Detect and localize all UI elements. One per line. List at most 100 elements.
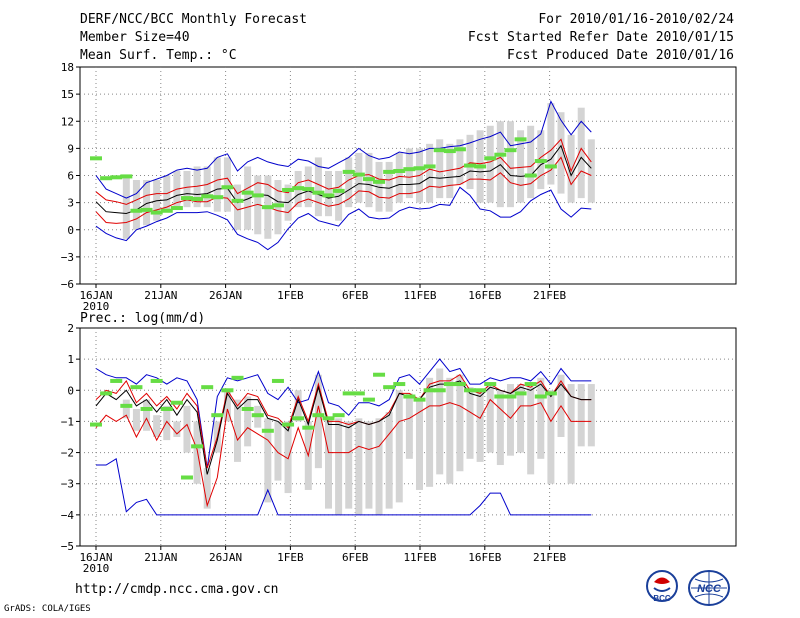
temp-series-max — [95, 100, 592, 199]
prec-observed-mark — [373, 372, 386, 377]
prec-x-tick-label: 11FEB — [403, 551, 436, 564]
prec-spread-box — [193, 421, 201, 484]
temp-x-tick-label: 21FEB — [533, 289, 566, 302]
temp-y-tick-label: 6 — [67, 170, 74, 183]
temp-series-min — [95, 186, 592, 251]
temp-observed-mark — [302, 187, 315, 192]
temp-observed-mark — [100, 176, 113, 181]
temp-observed-mark — [514, 137, 527, 142]
temp-x-year-label: 2010 — [83, 300, 110, 313]
temp-observed-mark — [544, 164, 557, 169]
temp-spread-box — [314, 157, 322, 217]
temp-observed-mark — [201, 194, 214, 199]
temp-observed-mark — [312, 190, 325, 195]
chart-title: DERF/NCC/BCC Monthly Forecast — [80, 12, 307, 27]
prec-spread-box — [223, 390, 231, 422]
temp-spread-box — [395, 152, 403, 203]
prec-y-tick-label: −2 — [61, 447, 74, 460]
prec-spread-box — [345, 421, 353, 509]
prec-spread-box — [132, 408, 140, 431]
temp-observed-mark — [90, 156, 102, 161]
variable-label: Mean Surf. Temp.: °C — [80, 48, 237, 63]
prec-y-tick-label: 1 — [67, 353, 74, 366]
prec-observed-mark — [514, 391, 527, 396]
temp-spread-box — [547, 103, 555, 185]
prec-y-tick-label: −3 — [61, 478, 74, 491]
temp-spread-box — [557, 112, 565, 194]
temp-observed-mark — [383, 169, 396, 174]
temp-observed-mark — [484, 156, 497, 161]
temp-observed-mark — [494, 152, 507, 157]
prec-observed-mark — [292, 416, 305, 421]
prec-y-tick-label: 0 — [67, 384, 74, 397]
temp-spread-box — [466, 134, 474, 190]
prec-spread-box — [587, 384, 595, 447]
temp-observed-mark — [231, 198, 244, 203]
temp-observed-mark — [464, 163, 477, 168]
prec-observed-mark — [90, 422, 102, 427]
prec-series-upper — [95, 374, 592, 469]
prec-spread-box — [577, 384, 585, 447]
temp-spread-box — [244, 166, 252, 230]
temp-observed-mark — [261, 205, 274, 210]
temp-observed-mark — [433, 148, 446, 153]
prec-spread-box — [234, 399, 242, 462]
prec-observed-mark — [322, 416, 335, 421]
temp-spread-box — [577, 107, 585, 199]
temp-spread-box — [517, 130, 525, 203]
temp-observed-mark — [150, 210, 163, 215]
bcc-logo-text: BCC — [653, 594, 671, 603]
temp-spread-box — [223, 157, 231, 212]
temp-y-tick-label: 0 — [67, 224, 74, 237]
temp-spread-box — [213, 157, 221, 212]
prec-observed-mark — [302, 425, 315, 430]
prec-spread-box — [143, 399, 151, 431]
temp-spread-box — [345, 157, 353, 208]
prec-y-tick-label: −5 — [61, 540, 74, 553]
prec-observed-mark — [251, 413, 264, 418]
temp-spread-box — [506, 121, 514, 208]
prec-observed-mark — [352, 391, 365, 396]
prec-spread-box — [365, 421, 373, 509]
temp-observed-mark — [474, 164, 487, 169]
prec-spread-box — [496, 390, 504, 466]
temp-spread-box — [436, 139, 444, 199]
prec-observed-mark — [413, 397, 426, 402]
prec-spread-box — [405, 393, 413, 459]
prec-observed-mark — [271, 378, 284, 383]
temp-observed-mark — [534, 159, 547, 164]
prec-spread-box — [163, 405, 171, 441]
temp-spread-box — [405, 148, 413, 199]
prec-title: Prec.: log(mm/d) — [80, 311, 205, 326]
prec-spread-box — [456, 374, 464, 472]
temp-x-tick-label: 16JAN — [79, 289, 112, 302]
temp-y-tick-label: 18 — [61, 61, 74, 74]
temp-observed-mark — [211, 195, 224, 200]
temp-observed-mark — [170, 206, 183, 211]
prec-y-tick-label: 2 — [67, 322, 74, 335]
prec-spread-box — [506, 384, 514, 456]
prec-observed-mark — [130, 385, 143, 390]
prec-spread-box — [183, 405, 191, 453]
temp-observed-mark — [332, 188, 345, 193]
prec-spread-box — [567, 384, 575, 484]
prec-y-tick-label: −1 — [61, 415, 74, 428]
prec-observed-mark — [524, 382, 537, 387]
temp-observed-mark — [251, 193, 264, 198]
prec-observed-mark — [201, 385, 214, 390]
prec-spread-box — [314, 374, 322, 469]
source-url[interactable]: http://cmdp.ncc.cma.gov.cn — [75, 582, 279, 597]
temp-observed-mark — [413, 166, 426, 171]
prec-spread-box — [122, 399, 130, 419]
temp-spread-box — [446, 143, 454, 199]
prec-observed-mark — [120, 403, 133, 408]
temp-observed-mark — [322, 193, 335, 198]
prec-observed-mark — [100, 391, 113, 396]
prec-observed-mark — [484, 382, 497, 387]
prec-spread-box — [446, 377, 454, 484]
prec-observed-mark — [332, 413, 345, 418]
prec-x-tick-label: 6FEB — [342, 551, 369, 564]
temp-series-upper — [95, 138, 592, 205]
forecast-started-date: Fcst Started Refer Date 2010/01/15 — [467, 30, 734, 45]
prec-x-tick-label: 16JAN — [79, 551, 112, 564]
